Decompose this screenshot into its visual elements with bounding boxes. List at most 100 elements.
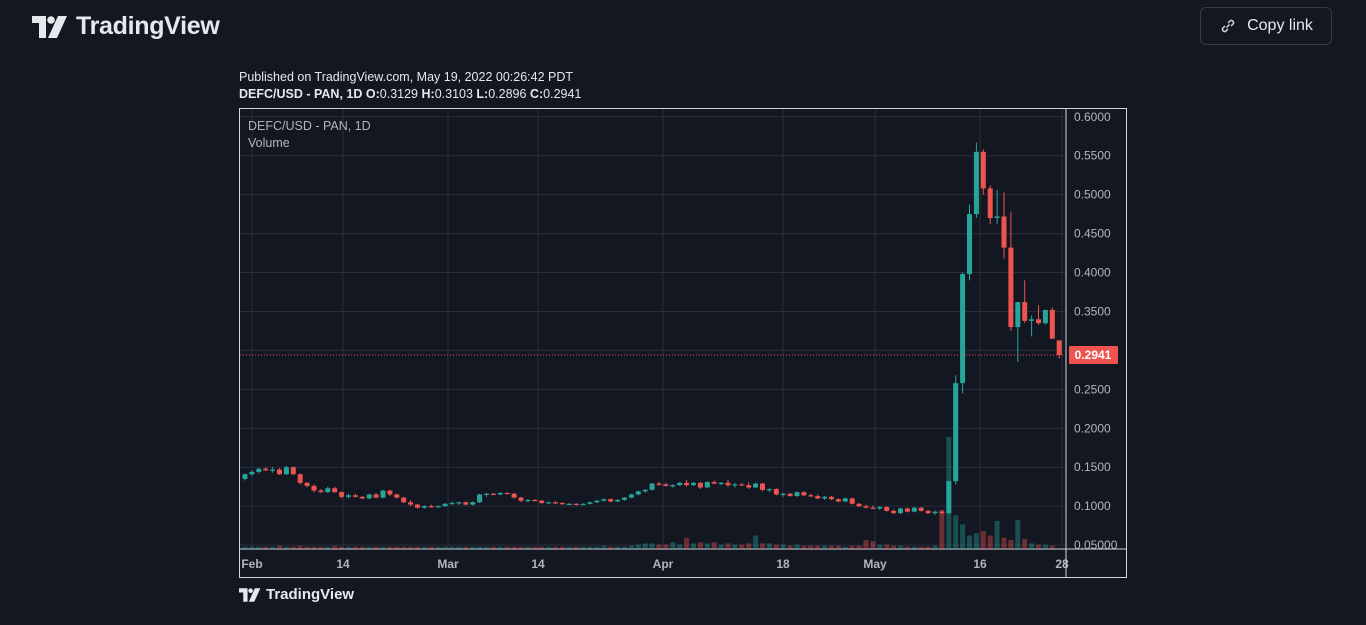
volume-bar [442,546,448,549]
volume-bar [484,546,489,549]
candle-body [967,214,972,275]
volume-bar [835,545,841,549]
volume-bar [939,509,945,549]
candle-body [318,490,324,493]
candle-body [477,494,483,503]
volume-bar [829,545,834,549]
candle-body [898,508,903,514]
y-tick-label: 0.5500 [1074,149,1111,163]
copy-link-button[interactable]: Copy link [1200,7,1332,45]
volume-bar [1008,540,1014,549]
low-value: 0.2896 [488,87,527,101]
candle-body [622,497,627,500]
candle-body [801,492,807,496]
volume-bar [1001,537,1007,549]
volume-bar [463,546,469,549]
volume-bar [428,546,434,549]
candle-body [394,494,400,498]
candle-body [580,503,586,506]
candle-body [829,496,834,500]
volume-bar [449,546,455,549]
volume-bar [884,544,890,549]
candle-body [359,496,365,499]
volume-bar [967,535,972,549]
brand-name: TradingView [76,12,220,40]
chart-frame[interactable]: 0.60000.55000.50000.45000.40000.35000.30… [239,108,1127,578]
volume-bar [270,546,276,549]
volume-bar [635,544,641,549]
volume-bar [622,546,627,549]
volume-bar [401,546,407,549]
volume-bar [766,543,772,549]
volume-bar [932,545,938,549]
candle-body [925,510,931,514]
volume-bar [532,546,538,549]
chart-legend-symbol: DEFC/USD - PAN, 1D [248,119,371,133]
volume-bar [711,542,717,549]
volume-bar [318,546,324,549]
volume-bar [283,546,289,549]
y-tick-label: 0.5000 [1074,188,1111,202]
candle-body [877,506,883,509]
y-tick-label: 0.3500 [1074,304,1111,318]
volume-bar [325,546,331,549]
candle-body [635,491,641,495]
candle-body [511,493,517,498]
link-icon [1221,19,1235,33]
volume-bar [980,531,986,549]
volume-bar [898,545,903,549]
volume-bar [297,545,303,549]
candle-body [428,506,434,508]
volume-bar [753,535,759,549]
candle-body [1015,302,1021,328]
footer-tradingview-logo[interactable]: TradingView [239,586,354,603]
volume-bar [746,543,752,549]
volume-bar [1049,545,1055,549]
candle-body [815,496,821,499]
candle-body [918,507,924,511]
volume-bar [656,544,662,549]
volume-bar [387,546,393,549]
volume-bar [249,546,255,549]
candle-body [808,495,814,497]
candle-body [484,493,489,495]
candlestick-chart[interactable]: 0.60000.55000.50000.45000.40000.35000.30… [240,109,1126,577]
candle-body [608,499,614,502]
volume-bar [304,546,310,549]
candle-body [904,508,910,512]
volume-bar [594,546,600,549]
candle-body [939,511,945,514]
volume-bar [925,546,931,549]
x-tick-label: 18 [776,557,790,571]
volume-bar [849,545,855,549]
candle-body [1029,319,1035,321]
y-tick-label: 0.4500 [1074,227,1111,241]
candle-body [835,499,841,502]
candle-body [525,499,531,502]
candle-body [449,503,455,505]
volume-bar [704,543,710,549]
volume-bar [973,533,979,549]
open-label: O: [365,87,380,101]
tradingview-logo[interactable]: TradingView [32,12,220,41]
candle-body [249,471,255,475]
candle-body [987,188,993,219]
candle-body [1036,319,1041,324]
volume-bar [911,546,917,549]
candle-body [946,481,952,514]
volume-bar [960,524,966,549]
candle-body [691,482,696,486]
volume-bar [290,546,296,549]
volume-bar [697,542,703,549]
volume-bar [856,545,862,549]
volume-bar [904,546,910,549]
candle-body [490,493,496,495]
candle-body [973,151,979,215]
low-label: L: [476,87,489,101]
candle-body [463,502,469,505]
volume-bar [573,546,579,549]
y-tick-label: 0.2000 [1074,421,1111,435]
volume-bar [511,546,517,549]
candle-body [994,216,1000,219]
candle-body [304,482,310,486]
